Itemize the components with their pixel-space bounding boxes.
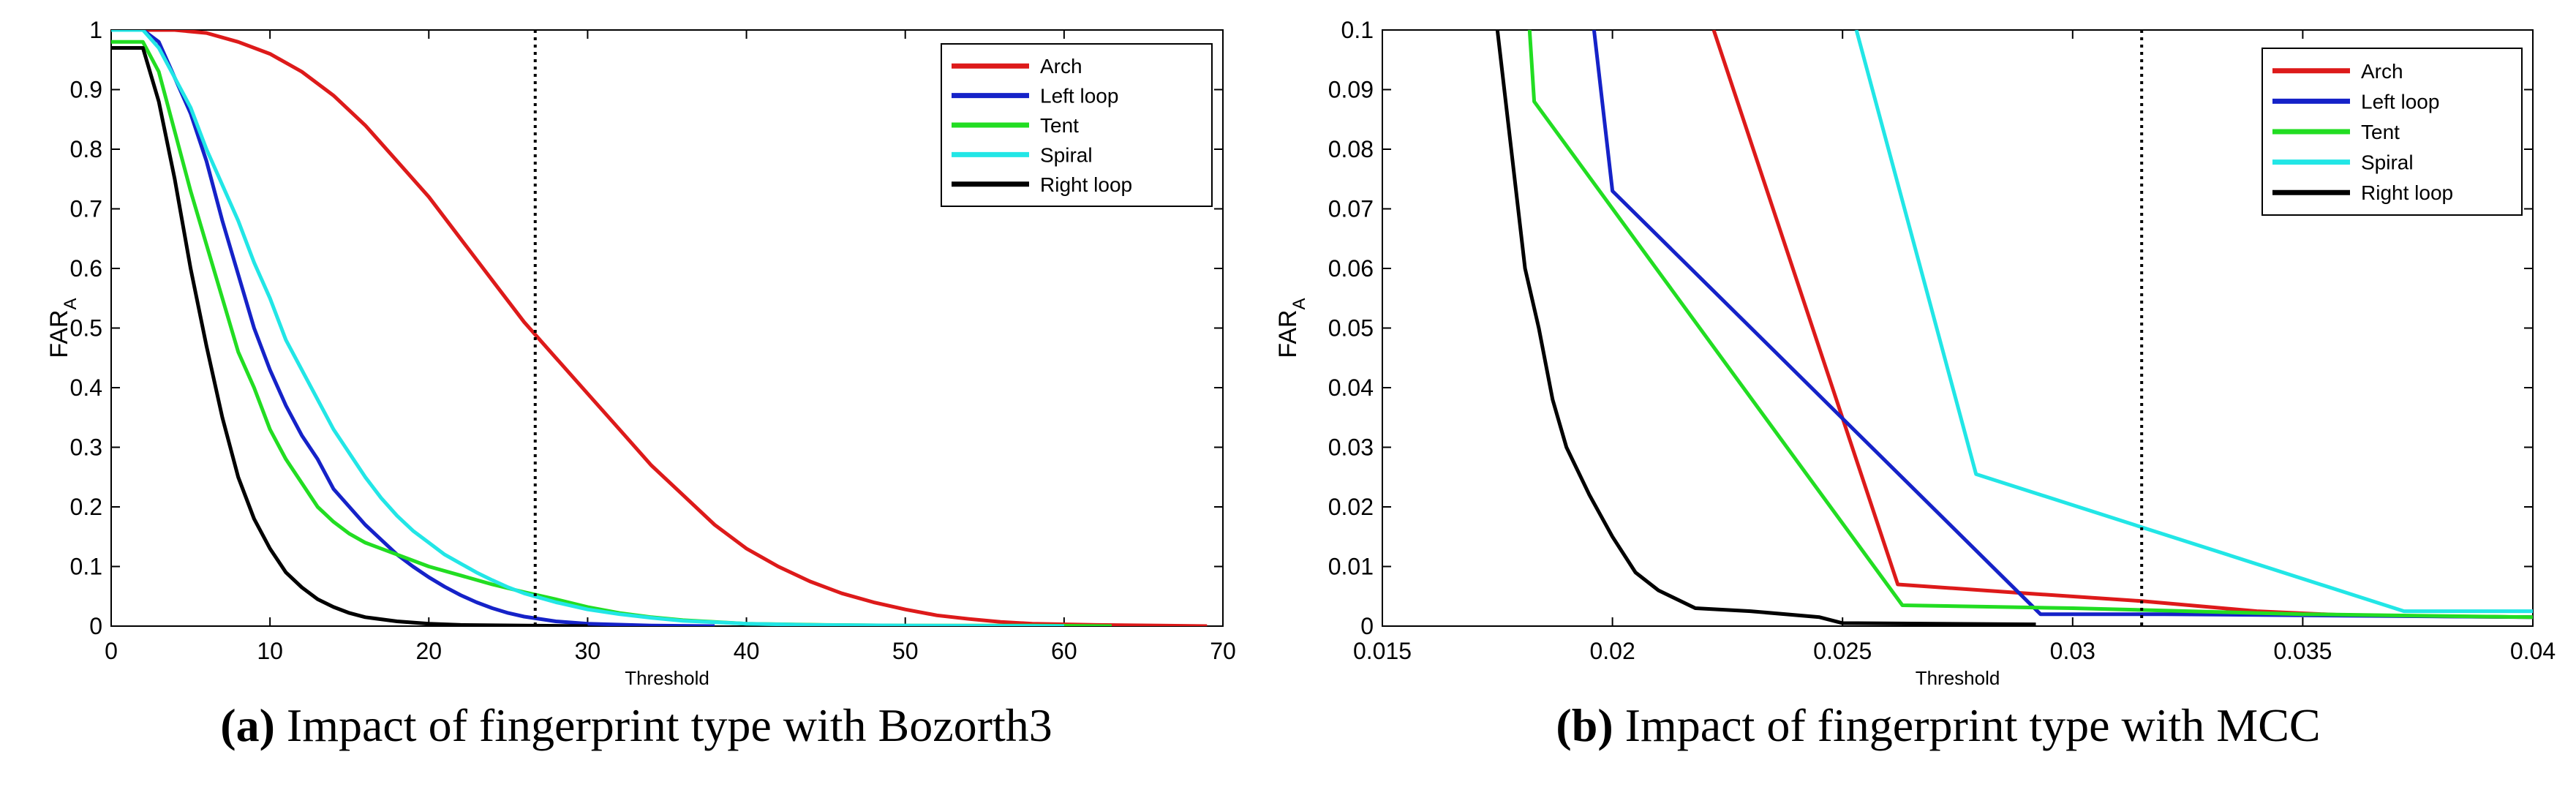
series-line-left-loop	[111, 30, 715, 626]
y-axis-label: FARA	[45, 298, 80, 358]
y-tick-label: 0.03	[1328, 434, 1374, 461]
x-tick-label: 20	[415, 638, 442, 664]
y-tick-label: 0.04	[1328, 374, 1374, 401]
x-tick-label: 30	[575, 638, 601, 664]
y-tick-label: 0.06	[1328, 255, 1374, 282]
y-tick-label: 0.3	[70, 434, 102, 461]
x-tick-label: 60	[1051, 638, 1077, 664]
x-tick-label: 0.035	[2273, 638, 2332, 664]
y-tick-label: 1	[89, 17, 102, 43]
caption-b-label: (b)	[1556, 699, 1613, 751]
x-tick-label: 0.04	[2510, 638, 2556, 664]
y-tick-label: 0.2	[70, 494, 102, 520]
y-tick-label: 0.1	[70, 554, 102, 580]
x-tick-label: 0.03	[2050, 638, 2095, 664]
y-tick-label: 0.01	[1328, 554, 1374, 580]
y-tick-label: 0.6	[70, 255, 102, 282]
x-axis-label: Threshold	[625, 667, 709, 689]
legend-label: Tent	[1040, 114, 1079, 137]
y-tick-label: 0.9	[70, 77, 102, 103]
y-axis-label-base: FAR	[1274, 309, 1302, 358]
legend-label: Left loop	[1040, 85, 1118, 108]
y-tick-label: 0.7	[70, 196, 102, 222]
caption-b: (b) Impact of fingerprint type with MCC	[1455, 699, 2421, 764]
series-line-spiral	[1854, 30, 2533, 614]
legend-label: Arch	[1040, 55, 1082, 78]
y-tick-label: 0.4	[70, 374, 102, 401]
legend-label: Left loop	[2361, 90, 2439, 113]
caption-b-text: Impact of fingerprint type with MCC	[1624, 699, 2321, 751]
y-axis-label-base: FAR	[45, 309, 73, 358]
x-tick-label: 40	[734, 638, 760, 664]
x-tick-label: 10	[257, 638, 283, 664]
legend-label: Right loop	[1040, 173, 1132, 196]
y-tick-label: 0	[89, 613, 102, 639]
chart-panel-b: 0.015 0.02 0.025 0.03 0.035 0.04 0 0.01 0.02 0.03…	[1274, 17, 2556, 689]
legend-label: Spiral	[1040, 143, 1093, 166]
x-tick-label: 0.025	[1813, 638, 1872, 664]
y-tick-label: 0.5	[70, 315, 102, 342]
series-line-right-loop	[1495, 30, 2036, 626]
legend-label: Right loop	[2361, 181, 2453, 204]
chart-panel-a: 0 10 20 30 40 50 60 70 0 0.1 0.2 0.3 0.4 0.5 0.6 0.7 0.8…	[45, 17, 1236, 689]
x-tick-label: 0.015	[1353, 638, 1412, 664]
series-line-right-loop	[111, 46, 588, 626]
legend-label: Arch	[2361, 60, 2403, 83]
y-axis-label: FARA	[1274, 298, 1309, 358]
y-axis-label-subscript: A	[1289, 298, 1309, 309]
x-tick-label: 70	[1210, 638, 1236, 664]
x-axis-label: Threshold	[1916, 667, 2000, 689]
x-tick-label: 0	[105, 638, 118, 664]
series-line-spiral	[111, 30, 1064, 626]
y-tick-label: 0.09	[1328, 77, 1374, 103]
caption-a-text: Impact of fingerprint type with Bozorth3	[286, 699, 1052, 751]
y-tick-label: 0.02	[1328, 494, 1374, 520]
series-line-tent	[1527, 30, 2533, 620]
y-tick-label: 0.05	[1328, 315, 1374, 342]
y-axis-label-subscript: A	[61, 298, 80, 309]
legend-label: Tent	[2361, 121, 2400, 143]
x-tick-label: 50	[892, 638, 919, 664]
caption-a-label: (a)	[220, 699, 275, 751]
x-tick-label: 0.02	[1589, 638, 1635, 664]
y-tick-label: 0.8	[70, 136, 102, 162]
series-line-arch	[111, 30, 1208, 626]
y-tick-label: 0	[1360, 613, 1374, 639]
legend: Arch Left loop Tent Spiral Right loop	[941, 43, 1213, 207]
legend-label: Spiral	[2361, 151, 2414, 174]
y-tick-label: 0.1	[1341, 17, 1374, 43]
caption-a: (a) Impact of fingerprint type with Bozo…	[154, 699, 1119, 764]
y-tick-label: 0.07	[1328, 196, 1374, 222]
legend: Arch Left loop Tent Spiral Right loop	[2261, 48, 2523, 216]
y-tick-label: 0.08	[1328, 136, 1374, 162]
